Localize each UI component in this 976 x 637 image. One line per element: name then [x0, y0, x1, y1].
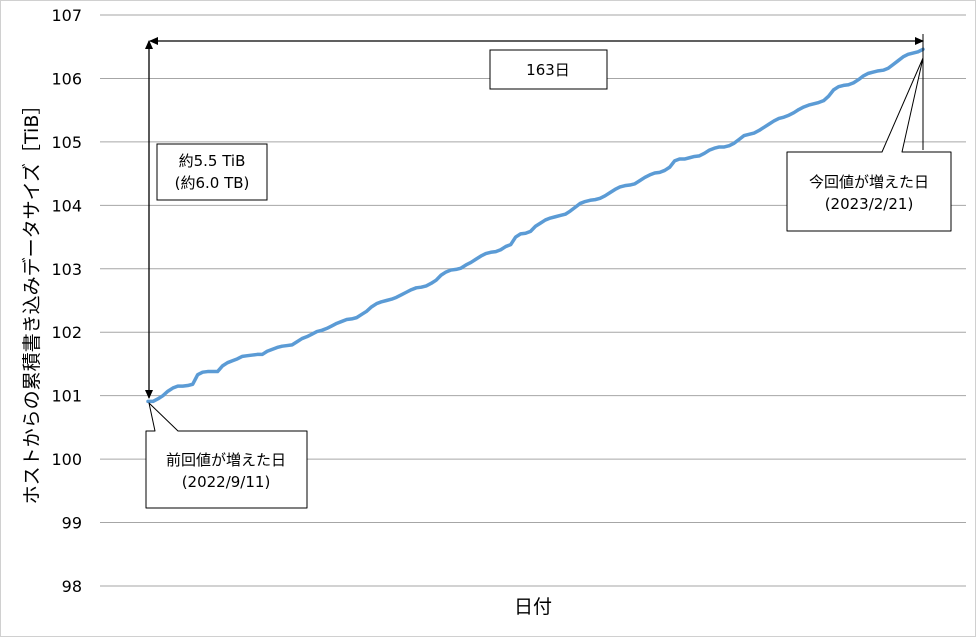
y-tick-label: 105: [51, 133, 82, 152]
span-callout: 163日: [489, 49, 608, 90]
end-label-line1: 今回値が増えた日: [809, 173, 929, 191]
y-tick-label: 101: [51, 387, 82, 406]
y-tick-label: 100: [51, 450, 82, 469]
end-callout: 今回値が増えた日 (2023/2/21): [786, 57, 952, 232]
start-label-line1: 前回値が増えた日: [166, 451, 286, 469]
y-tick-label: 106: [51, 69, 82, 88]
start-callout: 前回値が増えた日 (2022/9/11): [145, 402, 308, 509]
delta-callout: 約5.5 TiB (約6.0 TB): [156, 143, 268, 201]
y-tick-label: 104: [51, 196, 82, 215]
y-tick-label: 98: [62, 577, 82, 596]
delta-label-line1: 約5.5 TiB: [179, 152, 246, 170]
delta-label-line2: (約6.0 TB): [175, 174, 250, 192]
start-label-line2: (2022/9/11): [182, 473, 271, 491]
y-axis-label: ホストからの累積書き込みデータサイズ［TiB］: [21, 96, 43, 505]
end-label-line2: (2023/2/21): [825, 195, 914, 213]
x-axis-label: 日付: [514, 596, 552, 618]
y-tick-label: 107: [51, 6, 82, 25]
span-label: 163日: [526, 61, 570, 79]
y-tick-labels: 98 99 100 101 102 103 104 105 106 107: [51, 6, 82, 596]
y-tick-label: 102: [51, 323, 82, 342]
y-tick-label: 103: [51, 260, 82, 279]
y-tick-label: 99: [62, 514, 82, 533]
series-line: [146, 47, 925, 404]
